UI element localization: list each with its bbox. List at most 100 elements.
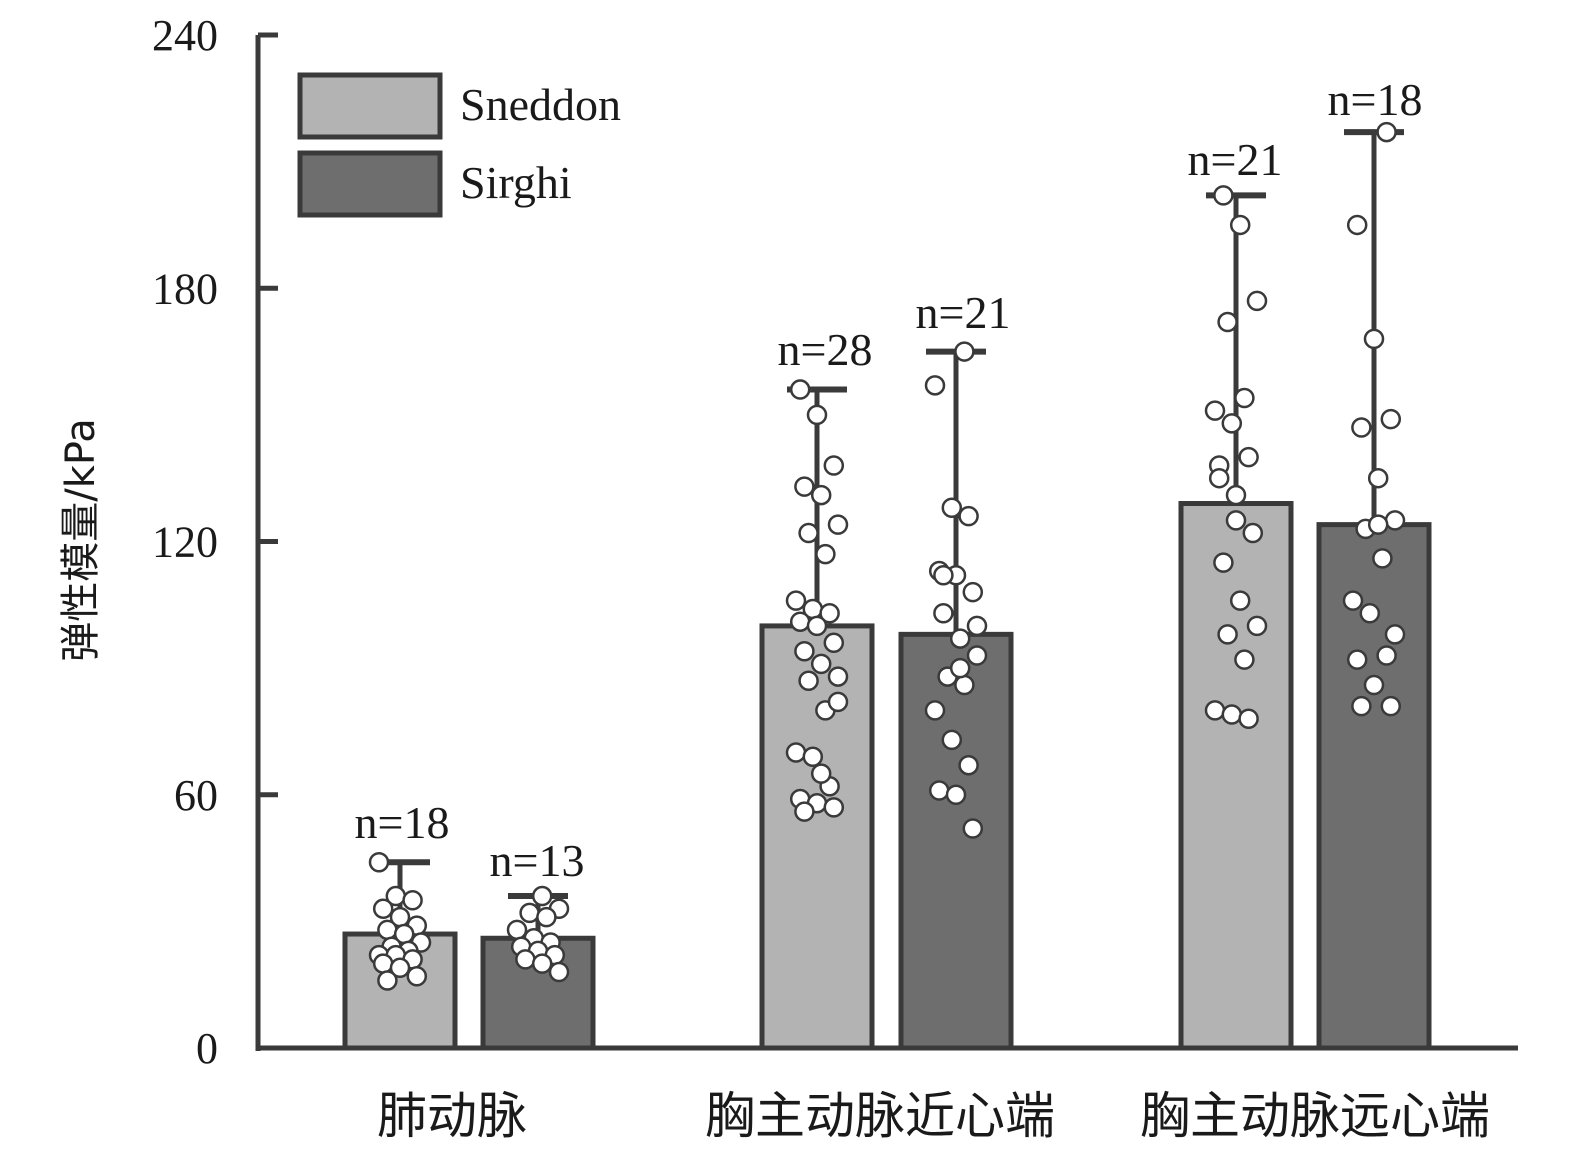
bar-sneddon-0 xyxy=(342,931,458,1051)
data-point-sirghi-1-2 xyxy=(941,497,963,518)
n-label-distal-sirghi: n=18 xyxy=(1328,74,1423,125)
data-point-sirghi-0-4 xyxy=(506,919,528,941)
data-point-sirghi-2-11 xyxy=(1376,645,1397,666)
n-label-proximal-sneddon: n=28 xyxy=(778,324,873,375)
y-tick-label-240: 240 xyxy=(152,11,218,60)
data-point-sneddon-2-1 xyxy=(1229,214,1251,236)
data-point-sneddon-2-2 xyxy=(1246,290,1268,312)
data-point-sneddon-2-18 xyxy=(1238,708,1259,730)
data-point-sneddon-0-3 xyxy=(372,898,394,919)
data-point-sneddon-1-27 xyxy=(827,691,849,713)
data-point-sneddon-2-19 xyxy=(1208,467,1230,489)
data-point-sirghi-1-1 xyxy=(924,375,946,396)
bar-sneddon-2 xyxy=(1178,501,1294,1051)
data-point-sneddon-0-0 xyxy=(368,852,390,873)
data-point-sirghi-1-9 xyxy=(966,645,988,666)
data-point-sneddon-1-10 xyxy=(819,603,840,624)
data-point-sirghi-2-8 xyxy=(1372,548,1393,569)
category-label-thoracic-aorta-distal: 胸主动脉远心端 xyxy=(1140,1087,1490,1145)
data-point-sneddon-1-8 xyxy=(785,590,807,611)
data-point-sneddon-2-12 xyxy=(1229,590,1251,611)
data-point-sirghi-2-15 xyxy=(1351,695,1372,717)
n-label-pulmonary-sirghi: n=13 xyxy=(490,835,585,886)
data-point-sirghi-0-10 xyxy=(515,949,536,970)
data-point-sneddon-2-3 xyxy=(1217,311,1238,333)
bar-sirghi-2 xyxy=(1316,522,1432,1051)
data-point-sirghi-1-8 xyxy=(949,628,971,649)
data-point-sneddon-2-5 xyxy=(1204,400,1226,421)
data-point-sirghi-0-3 xyxy=(536,906,557,928)
y-tick-label-120: 120 xyxy=(152,518,218,567)
legend: Sneddon Sirghi xyxy=(297,72,621,218)
data-point-sirghi-1-7 xyxy=(933,603,954,624)
data-point-sneddon-1-2 xyxy=(823,455,845,476)
data-point-sirghi-1-14 xyxy=(958,754,979,776)
data-point-sirghi-2-2 xyxy=(1363,328,1385,350)
n-label-proximal-sirghi: n=21 xyxy=(916,287,1011,338)
data-point-sneddon-0-6 xyxy=(377,919,398,941)
data-point-sneddon-0-16 xyxy=(406,965,428,987)
data-point-sneddon-1-14 xyxy=(794,640,815,662)
data-point-sneddon-1-6 xyxy=(798,522,819,544)
data-point-sneddon-2-13 xyxy=(1246,615,1268,637)
data-point-sneddon-2-10 xyxy=(1242,522,1264,544)
data-point-sirghi-2-4 xyxy=(1351,417,1372,438)
data-point-sirghi-1-20 xyxy=(966,615,988,637)
data-point-sirghi-2-13 xyxy=(1363,674,1385,696)
data-point-sirghi-1-18 xyxy=(933,565,954,586)
data-point-sneddon-0-15 xyxy=(389,957,411,979)
data-point-sneddon-1-3 xyxy=(794,476,815,497)
data-point-sneddon-1-25 xyxy=(794,801,815,822)
legend-swatch-sneddon xyxy=(297,72,443,140)
data-point-sirghi-1-3 xyxy=(958,505,979,527)
data-point-sneddon-1-24 xyxy=(823,797,845,818)
data-point-sneddon-1-4 xyxy=(810,484,832,506)
data-point-sneddon-2-6 xyxy=(1221,413,1243,434)
data-point-sirghi-0-2 xyxy=(519,902,540,924)
data-point-sirghi-1-11 xyxy=(954,674,975,696)
data-point-sneddon-2-7 xyxy=(1238,446,1259,468)
data-point-sirghi-0-12 xyxy=(548,961,570,983)
bar-sneddon-1 xyxy=(759,623,875,1051)
data-point-sneddon-0-14 xyxy=(372,953,394,974)
category-label-thoracic-aorta-proximal: 胸主动脉近心端 xyxy=(705,1087,1055,1145)
y-axis-label: 弹性模量/kPa xyxy=(58,418,104,661)
data-point-sneddon-1-7 xyxy=(815,543,836,565)
data-point-sirghi-1-17 xyxy=(962,818,984,839)
data-point-sirghi-1-13 xyxy=(941,729,963,751)
data-point-sirghi-1-19 xyxy=(949,657,971,679)
data-point-sneddon-1-16 xyxy=(827,666,849,687)
data-point-sneddon-1-19 xyxy=(785,742,807,763)
data-point-sneddon-1-17 xyxy=(798,670,819,692)
data-point-sirghi-1-12 xyxy=(924,700,946,721)
data-point-sirghi-1-16 xyxy=(945,784,967,805)
data-point-sneddon-2-16 xyxy=(1204,700,1226,721)
data-point-sirghi-1-6 xyxy=(962,581,984,603)
category-label-pulmonary-artery: 肺动脉 xyxy=(377,1087,527,1145)
data-point-sirghi-2-1 xyxy=(1346,214,1368,236)
data-point-sirghi-0-0 xyxy=(531,885,553,907)
legend-swatch-sirghi xyxy=(297,150,443,218)
plot-area: 0 60 120 180 240 xyxy=(152,11,1518,1073)
data-point-sneddon-2-20 xyxy=(1225,510,1247,531)
y-tick-label-60: 60 xyxy=(174,771,218,820)
data-point-sneddon-1-1 xyxy=(806,404,828,426)
n-label-pulmonary-sneddon: n=18 xyxy=(355,797,450,848)
data-point-sneddon-0-17 xyxy=(377,970,398,991)
y-tick-label-0: 0 xyxy=(196,1024,218,1073)
legend-label-sirghi: Sirghi xyxy=(460,157,572,208)
data-point-sirghi-2-3 xyxy=(1380,408,1402,430)
data-point-sneddon-1-12 xyxy=(806,615,828,637)
data-point-sneddon-0-2 xyxy=(402,890,423,911)
data-point-sirghi-2-6 xyxy=(1384,510,1406,531)
data-point-sirghi-2-0 xyxy=(1376,121,1397,143)
y-tick-label-180: 180 xyxy=(152,264,218,313)
data-point-sneddon-2-15 xyxy=(1234,649,1255,670)
data-point-sneddon-2-0 xyxy=(1213,185,1234,206)
data-point-sneddon-2-9 xyxy=(1225,484,1247,506)
data-point-sneddon-1-5 xyxy=(827,514,849,535)
data-point-sirghi-2-16 xyxy=(1367,514,1389,535)
data-point-sirghi-0-11 xyxy=(531,953,553,974)
legend-label-sneddon: Sneddon xyxy=(460,79,621,130)
data-point-sneddon-2-4 xyxy=(1234,387,1255,409)
